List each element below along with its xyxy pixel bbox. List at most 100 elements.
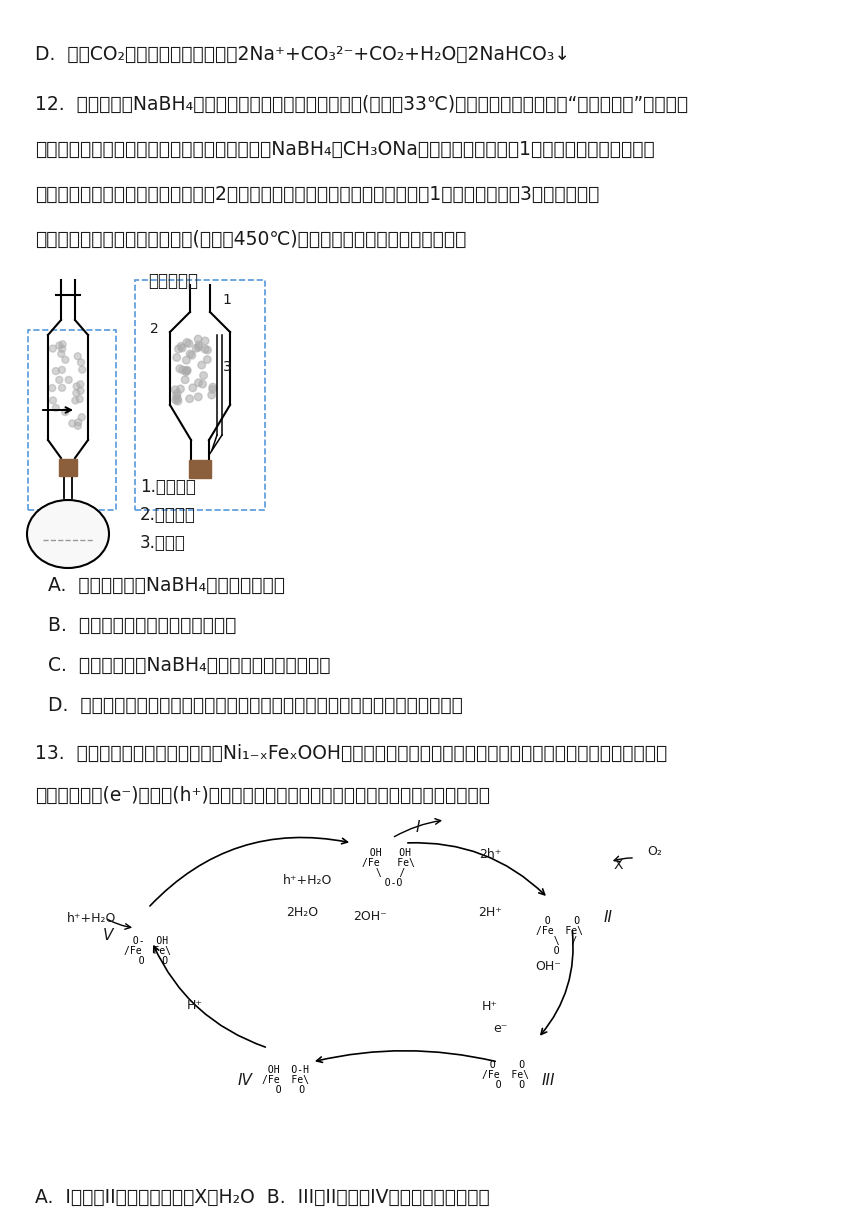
Text: O₂: O₂ (648, 845, 662, 858)
Circle shape (65, 377, 72, 383)
Text: D.  与常规萄取相比，索氏提取器的优点是使用溶剂少，可连续萄取，萄取效率高: D. 与常规萄取相比，索氏提取器的优点是使用溶剂少，可连续萄取，萄取效率高 (48, 696, 463, 715)
Circle shape (174, 398, 181, 405)
Text: B.  不可用盐酸代替异丙胺进行实验: B. 不可用盐酸代替异丙胺进行实验 (48, 617, 237, 635)
Circle shape (193, 344, 200, 351)
Text: 1: 1 (222, 293, 230, 306)
Circle shape (49, 345, 56, 353)
Text: 索氏提取器: 索氏提取器 (148, 272, 198, 289)
Circle shape (73, 389, 80, 396)
Text: A.  萄取完全后，NaBH₄在索氏提取器中: A. 萄取完全后，NaBH₄在索氏提取器中 (48, 576, 285, 595)
Bar (189, 460, 211, 478)
Text: h⁺+H₂O: h⁺+H₂O (283, 874, 333, 886)
Bar (28, 330, 116, 510)
Circle shape (58, 366, 65, 373)
Circle shape (77, 388, 84, 394)
Text: OH⁻: OH⁻ (535, 959, 561, 973)
Text: C.  分离异丙胺和NaBH₄并回收溶剂的方法是蒸馏: C. 分离异丙胺和NaBH₄并回收溶剂的方法是蒸馏 (48, 655, 330, 675)
Circle shape (72, 396, 79, 404)
Text: /Fe  Fe\: /Fe Fe\ (482, 1070, 529, 1080)
Circle shape (69, 420, 76, 427)
Text: 2H₂O: 2H₂O (286, 906, 318, 919)
Text: H⁺: H⁺ (482, 1000, 498, 1013)
Text: \   /: \ / (371, 868, 406, 878)
Circle shape (52, 405, 59, 411)
Text: O   O: O O (484, 1080, 525, 1090)
Circle shape (49, 384, 56, 392)
Ellipse shape (27, 500, 109, 568)
Circle shape (176, 365, 183, 372)
Circle shape (189, 384, 197, 392)
Text: O   O: O O (127, 956, 169, 966)
Text: O   O: O O (264, 1085, 305, 1094)
Circle shape (200, 372, 207, 379)
Circle shape (74, 353, 81, 360)
Circle shape (195, 343, 202, 351)
Circle shape (58, 350, 64, 358)
Circle shape (171, 385, 179, 394)
Text: IV: IV (237, 1073, 253, 1088)
Circle shape (187, 350, 194, 358)
Circle shape (59, 340, 66, 348)
Text: 1.滤纸套简: 1.滤纸套简 (140, 478, 196, 496)
Circle shape (194, 379, 202, 387)
Text: \  /: \ / (543, 936, 578, 946)
Circle shape (58, 345, 65, 353)
Circle shape (62, 356, 69, 364)
Text: 2H⁺: 2H⁺ (478, 906, 502, 919)
Circle shape (201, 345, 209, 353)
Circle shape (78, 413, 85, 421)
Text: 2: 2 (150, 322, 159, 336)
Bar (135, 280, 265, 510)
Text: OH  O-H: OH O-H (261, 1065, 309, 1075)
Text: /Fe   Fe\: /Fe Fe\ (361, 858, 415, 868)
Circle shape (179, 366, 187, 373)
Circle shape (209, 383, 217, 392)
Text: /Fe  Fe\: /Fe Fe\ (125, 946, 171, 956)
Circle shape (181, 376, 189, 383)
Circle shape (56, 342, 63, 349)
Circle shape (75, 418, 82, 426)
Circle shape (209, 385, 217, 393)
Circle shape (186, 395, 194, 402)
Text: 2.蒸汽导管: 2.蒸汽导管 (140, 506, 196, 524)
Text: 13.  我国科学家利用经表面修饰的Ni₁₋ₓFeₓOOH作催化剂，显著提升了光电催化水氧化反应速度。光照时，光催化: 13. 我国科学家利用经表面修饰的Ni₁₋ₓFeₓOOH作催化剂，显著提升了光电… (35, 744, 667, 762)
Text: O-  OH: O- OH (127, 936, 169, 946)
Text: 电极产生电子(e⁻)和空穴(h⁺)，其反应历程如图所示。下列关于该历程的说法错误的是: 电极产生电子(e⁻)和空穴(h⁺)，其反应历程如图所示。下列关于该历程的说法错误… (35, 786, 490, 805)
Text: 3.虽吸管: 3.虽吸管 (140, 534, 186, 552)
Text: X: X (613, 858, 623, 872)
Circle shape (176, 385, 184, 393)
Circle shape (77, 395, 83, 402)
Text: OH   OH: OH OH (365, 848, 411, 858)
Circle shape (194, 393, 202, 400)
Circle shape (62, 409, 69, 416)
Circle shape (173, 354, 181, 361)
Circle shape (73, 383, 80, 390)
Circle shape (78, 366, 86, 373)
Circle shape (177, 343, 185, 350)
Circle shape (173, 393, 180, 400)
Circle shape (50, 396, 57, 404)
Text: O    O: O O (484, 1060, 525, 1070)
Text: 而实现连续萄取，已知：甲醇钓(沸点：450℃)不溶于异丙胺。下列说法错误的是: 而实现连续萄取，已知：甲醇钓(沸点：450℃)不溶于异丙胺。下列说法错误的是 (35, 230, 466, 249)
Text: 可采用索氏提取法，其装置如图所示，实验时将NaBH₄和CH₃ONa混合物放入滤纸套简1中，烧瓶中装入异丙胺；: 可采用索氏提取法，其装置如图所示，实验时将NaBH₄和CH₃ONa混合物放入滤纸… (35, 140, 654, 159)
Circle shape (183, 367, 191, 375)
Circle shape (194, 336, 202, 343)
Text: 12.  砂氢化钓（NaBH₄）通常为白色粉末，可溶于异丙胺(沸点：33℃)，在有机合成中被称为“万能还原剂”。萄取时: 12. 砂氢化钓（NaBH₄）通常为白色粉末，可溶于异丙胺(沸点：33℃)，在有… (35, 95, 688, 114)
Text: II: II (604, 910, 612, 925)
Circle shape (174, 389, 181, 396)
Circle shape (199, 381, 206, 388)
Circle shape (183, 366, 191, 375)
Text: O    O: O O (539, 916, 581, 927)
Circle shape (198, 361, 206, 368)
Text: /Fe  Fe\: /Fe Fe\ (261, 1075, 309, 1085)
Text: h⁺+H₂O: h⁺+H₂O (67, 912, 117, 925)
Text: 3: 3 (223, 360, 231, 375)
Text: H⁺: H⁺ (187, 1000, 203, 1012)
Circle shape (77, 381, 84, 388)
Circle shape (56, 377, 63, 383)
Text: I: I (415, 820, 421, 835)
Text: 2OH⁻: 2OH⁻ (353, 910, 387, 923)
Circle shape (74, 422, 82, 429)
Circle shape (201, 337, 209, 344)
Circle shape (185, 339, 193, 348)
